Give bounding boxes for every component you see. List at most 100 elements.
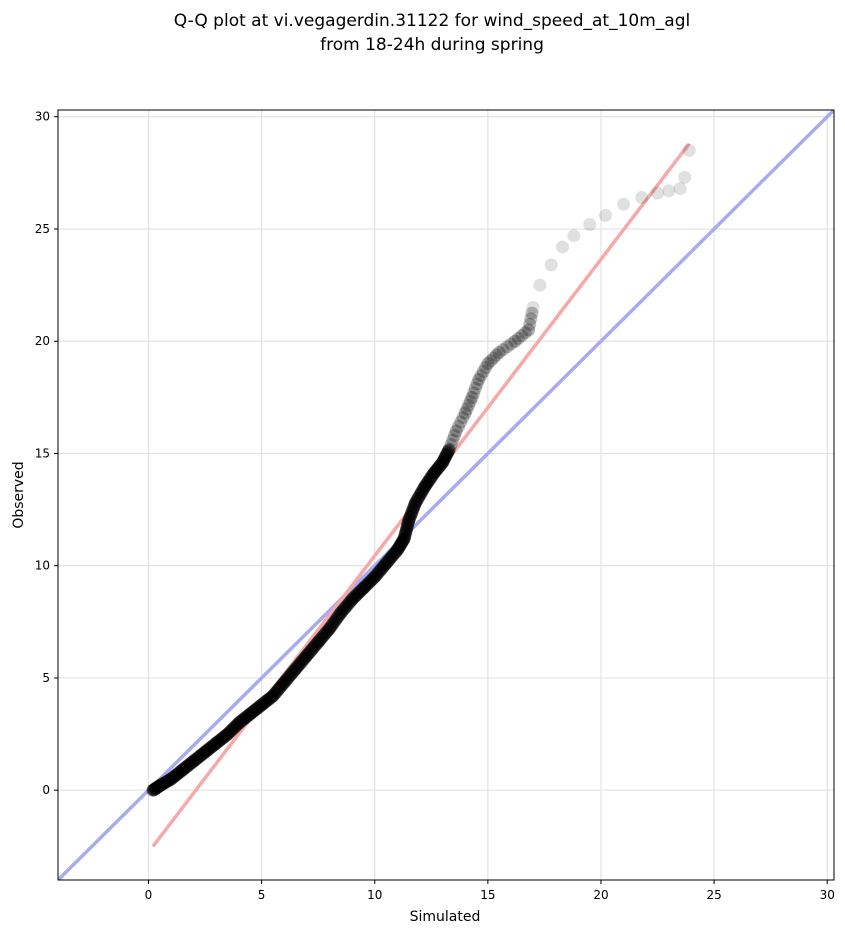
qq-point (162, 773, 176, 787)
qq-point (479, 361, 493, 375)
qq-point (213, 733, 227, 747)
qq-point (315, 631, 329, 645)
qq-point (221, 727, 235, 741)
qq-point (155, 777, 169, 791)
qq-point (427, 467, 441, 481)
qq-point (280, 673, 294, 687)
qq-point (431, 461, 445, 475)
qq-point (418, 480, 432, 494)
x-tick-label: 30 (820, 888, 835, 902)
qq-point (458, 406, 472, 420)
qq-point (388, 546, 402, 560)
qq-point (396, 533, 410, 547)
qq-point (306, 642, 320, 656)
qq-point (617, 197, 631, 211)
qq-point (508, 334, 522, 348)
qq-point (472, 372, 486, 386)
qq-point (408, 496, 422, 510)
qq-point (406, 503, 420, 517)
qq-point (291, 659, 305, 673)
qq-point (381, 554, 395, 568)
qq-point (187, 754, 201, 768)
qq-point (234, 714, 248, 728)
qq-point (263, 692, 277, 706)
qq-point (232, 716, 246, 730)
plot-frame (57, 109, 835, 881)
qq-point (189, 752, 203, 766)
qq-point (216, 731, 230, 745)
qq-point (200, 743, 214, 757)
qq-point (246, 705, 260, 719)
qq-point (385, 550, 399, 564)
qq-point (476, 365, 490, 379)
qq-point (489, 348, 503, 362)
qq-point (379, 556, 393, 570)
chart-title-line-2: from 18-24h during spring (320, 35, 544, 55)
qq-point (329, 612, 343, 626)
qq-point (158, 775, 172, 789)
qq-point (163, 773, 177, 787)
qq-point (235, 713, 249, 727)
qq-point (399, 525, 413, 539)
qq-point (179, 760, 193, 774)
qq-point (311, 635, 325, 649)
qq-point (190, 751, 204, 765)
qq-point (166, 770, 180, 784)
qq-point (292, 658, 306, 672)
qq-point (326, 617, 340, 631)
qq-point (496, 343, 510, 357)
qq-point (175, 763, 189, 777)
chart-title-line-1: Q-Q plot at vi.vegagerdin.31122 for wind… (174, 11, 690, 31)
qq-point (402, 514, 416, 528)
qq-point (413, 488, 427, 502)
qq-point (524, 312, 538, 326)
qq-point (682, 143, 696, 157)
qq-point (420, 476, 434, 490)
qq-point (203, 741, 217, 755)
qq-point (407, 499, 421, 513)
qq-point (325, 618, 339, 632)
qq-point (465, 390, 479, 404)
qq-point (451, 420, 465, 434)
qq-point (294, 655, 308, 669)
qq-point (218, 729, 232, 743)
qq-point (272, 682, 286, 696)
qq-point (332, 609, 346, 623)
qq-point (250, 701, 264, 715)
qq-point (227, 720, 241, 734)
qq-point (299, 650, 313, 664)
qq-point (336, 603, 350, 617)
qq-point (157, 776, 171, 790)
y-tick-label: 5 (42, 671, 50, 685)
qq-point (382, 552, 396, 566)
qq-point (259, 694, 273, 708)
qq-point (434, 458, 448, 472)
qq-point (316, 630, 330, 644)
qq-point (347, 590, 361, 604)
qq-point (487, 351, 501, 365)
qq-point (454, 415, 468, 429)
qq-point (368, 570, 382, 584)
qq-point (369, 569, 383, 583)
qq-point (328, 614, 342, 628)
qq-point (398, 528, 412, 542)
qq-point (173, 765, 187, 779)
qq-point (182, 758, 196, 772)
qq-point (462, 398, 476, 412)
qq-point (312, 634, 326, 648)
qq-point (149, 781, 163, 795)
qq-point (416, 483, 430, 497)
qq-point (417, 482, 431, 496)
qq-point (399, 523, 413, 537)
qq-point (217, 730, 231, 744)
qq-point (319, 626, 333, 640)
qq-point (424, 471, 438, 485)
y-tick-label: 25 (35, 222, 50, 236)
qq-point (149, 781, 163, 795)
qq-point (393, 539, 407, 553)
qq-point (354, 583, 368, 597)
qq-point (463, 394, 477, 408)
qq-point (598, 209, 612, 223)
qq-point (359, 579, 373, 593)
qq-point (470, 377, 484, 391)
